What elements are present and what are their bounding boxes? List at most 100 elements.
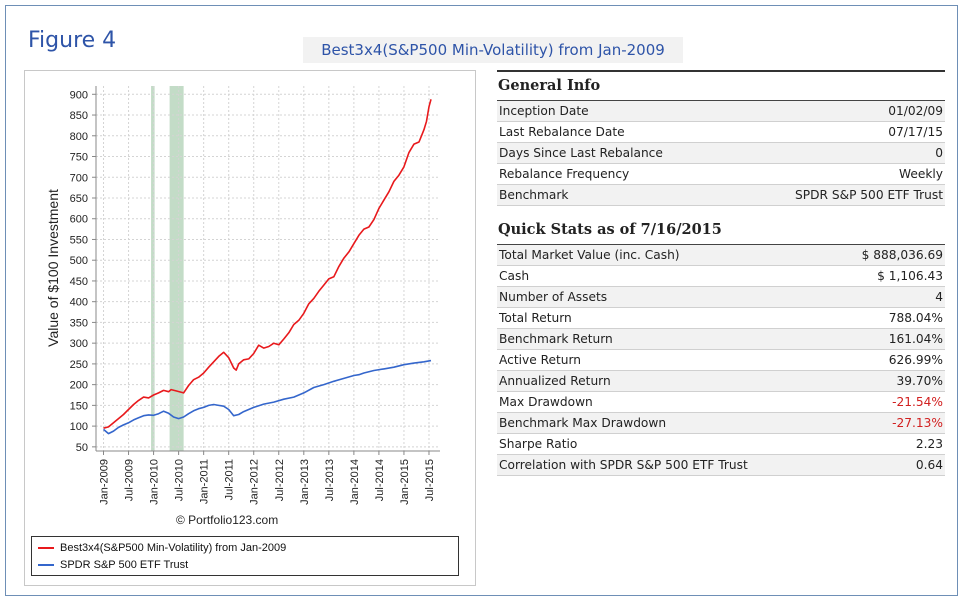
shaded-region: [151, 86, 155, 451]
qs-label: Cash: [499, 269, 530, 283]
gi-label: Last Rebalance Date: [499, 125, 625, 139]
qs-row: Cash $ 1,106.43: [497, 266, 945, 287]
x-tick-label: Jan-2012: [249, 459, 261, 505]
gi-label: Inception Date: [499, 104, 589, 118]
y-tick-label: 500: [70, 255, 88, 267]
x-tick-label: Jan-2013: [299, 459, 311, 505]
qs-value: 161.04%: [888, 332, 943, 346]
qs-value: 2.23: [915, 437, 943, 451]
gi-label: Benchmark: [499, 188, 569, 202]
qs-label: Annualized Return: [499, 374, 611, 388]
qs-row: Active Return 626.99%: [497, 350, 945, 371]
y-tick-label: 600: [70, 214, 88, 226]
y-tick-label: 50: [76, 442, 88, 454]
gi-row: Days Since Last Rebalance 0: [497, 143, 945, 164]
x-tick-label: Jan-2014: [349, 459, 361, 505]
y-tick-label: 200: [70, 380, 88, 392]
gi-row: Rebalance Frequency Weekly: [497, 164, 945, 185]
y-tick-label: 350: [70, 317, 88, 329]
qs-value: 626.99%: [888, 353, 943, 367]
gi-value: 07/17/15: [888, 125, 943, 139]
plot-area: [96, 86, 440, 451]
legend-item-benchmark: SPDR S&P 500 ETF Trust: [38, 557, 188, 573]
gi-row: Inception Date 01/02/09: [497, 101, 945, 122]
x-tick-label: Jul-2012: [274, 459, 286, 501]
qs-label: Benchmark Max Drawdown: [499, 416, 667, 430]
qs-label: Total Market Value (inc. Cash): [499, 248, 680, 262]
figure-title: Best3x4(S&P500 Min-Volatility) from Jan-…: [303, 37, 683, 63]
y-tick-label: 450: [70, 276, 88, 288]
gi-row: Last Rebalance Date 07/17/15: [497, 122, 945, 143]
qs-label: Correlation with SPDR S&P 500 ETF Trust: [499, 458, 748, 472]
legend-swatch-strategy: [38, 547, 54, 550]
y-tick-label: 750: [70, 152, 88, 164]
qs-label: Total Return: [499, 311, 572, 325]
qs-row: Max Drawdown -21.54%: [497, 392, 945, 413]
y-tick-label: 300: [70, 338, 88, 350]
gi-value: Weekly: [899, 167, 943, 181]
qs-value: $ 888,036.69: [861, 248, 943, 262]
y-tick-label: 800: [70, 131, 88, 143]
y-tick-label: 400: [70, 297, 88, 309]
y-tick-label: 550: [70, 234, 88, 246]
gi-label: Rebalance Frequency: [499, 167, 630, 181]
qs-row: Sharpe Ratio 2.23: [497, 434, 945, 455]
qs-value: 4: [935, 290, 943, 304]
y-tick-label: 700: [70, 172, 88, 184]
x-tick-label: Jan-2009: [99, 459, 111, 505]
qs-row: Total Return 788.04%: [497, 308, 945, 329]
qs-label: Sharpe Ratio: [499, 437, 578, 451]
y-tick-label: 900: [70, 89, 88, 101]
x-tick-label: Jan-2010: [149, 459, 161, 505]
qs-value: -21.54%: [892, 395, 943, 409]
gi-label: Days Since Last Rebalance: [499, 146, 663, 160]
gi-value: SPDR S&P 500 ETF Trust: [795, 188, 943, 202]
qs-label: Benchmark Return: [499, 332, 613, 346]
qs-value: 788.04%: [888, 311, 943, 325]
figure-label: Figure 4: [28, 28, 117, 53]
gi-value: 0: [935, 146, 943, 160]
x-tick-label: Jan-2015: [399, 459, 411, 505]
quick-stats-rows: Total Market Value (inc. Cash) $ 888,036.…: [497, 245, 945, 476]
y-tick-label: 650: [70, 193, 88, 205]
legend-label-benchmark: SPDR S&P 500 ETF Trust: [60, 559, 189, 571]
gi-row: Benchmark SPDR S&P 500 ETF Trust: [497, 185, 945, 206]
y-tick-label: 250: [70, 359, 88, 371]
x-tick-label: Jul-2009: [124, 459, 136, 501]
shaded-region: [169, 86, 184, 451]
qs-value: 39.70%: [896, 374, 943, 388]
legend-item-strategy: Best3x4(S&P500 Min-Volatility) from Jan-…: [38, 540, 286, 556]
quick-stats-title: Quick Stats as of 7/16/2015: [497, 216, 945, 245]
y-tick-label: 850: [70, 110, 88, 122]
series-line-strategy: [103, 99, 432, 429]
general-info-rows: Inception Date 01/02/09 Last Rebalance Dat…: [497, 101, 945, 206]
gi-value: 01/02/09: [888, 104, 943, 118]
x-tick-label: Jan-2011: [199, 459, 211, 504]
qs-value: 0.64: [915, 458, 943, 472]
qs-row: Benchmark Max Drawdown -27.13%: [497, 413, 945, 434]
x-tick-label: Jul-2014: [374, 459, 386, 501]
qs-row: Total Market Value (inc. Cash) $ 888,036.…: [497, 245, 945, 266]
y-tick-label: 100: [70, 421, 88, 433]
x-tick-label: Jul-2013: [324, 459, 336, 501]
qs-label: Max Drawdown: [499, 395, 593, 409]
series-line-benchmark: [102, 359, 432, 435]
x-tick-label: Jul-2010: [174, 459, 186, 501]
copyright-text: © Portfolio123.com: [176, 513, 279, 527]
chart-legend: Best3x4(S&P500 Min-Volatility) from Jan-…: [31, 536, 459, 576]
y-axis-label: Value of $100 Investment: [45, 189, 61, 347]
general-info-title: General Info: [497, 70, 945, 101]
general-info-panel: General Info Inception Date 01/02/09 Last …: [497, 70, 945, 206]
qs-row: Number of Assets 4: [497, 287, 945, 308]
qs-row: Benchmark Return 161.04%: [497, 329, 945, 350]
legend-swatch-benchmark: [38, 564, 54, 567]
legend-label-strategy: Best3x4(S&P500 Min-Volatility) from Jan-…: [60, 542, 287, 554]
qs-value: -27.13%: [892, 416, 943, 430]
qs-row: Annualized Return 39.70%: [497, 371, 945, 392]
qs-value: $ 1,106.43: [877, 269, 943, 283]
x-tick-label: Jul-2015: [424, 459, 436, 501]
y-tick-label: 150: [70, 400, 88, 412]
qs-label: Active Return: [499, 353, 582, 367]
qs-label: Number of Assets: [499, 290, 608, 304]
